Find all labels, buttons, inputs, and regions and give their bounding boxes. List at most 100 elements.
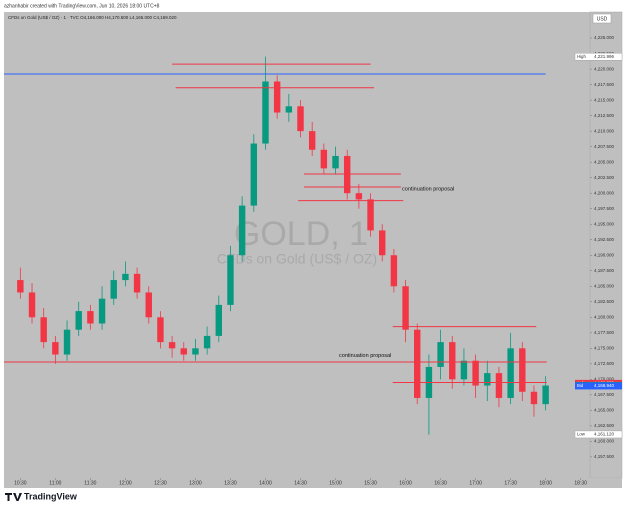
candle-body [87,311,94,324]
price-badge [575,382,622,390]
y-tick-label: 4,170.000 [594,377,615,382]
candle-body [250,143,258,206]
y-tick-label: 4,175.000 [594,346,615,351]
candle-body [133,273,141,293]
candle-body [262,81,269,144]
candle-body [63,329,71,355]
y-tick-label: 4,180.000 [594,314,615,319]
x-tick-label: 10:30 [14,480,27,486]
candle-body [98,298,106,324]
price-badge-name: High [577,54,586,59]
candle-body [437,342,444,367]
price-badge [574,430,623,439]
y-tick-label: 4,177.500 [594,330,615,335]
candle-body [343,155,351,194]
price-badge-label: 4,221.996 [594,54,615,59]
y-tick-label: 4,160.000 [594,439,615,444]
candle-body [40,317,47,343]
x-tick-label: 16:00 [399,480,412,486]
x-tick-label: 16:30 [434,480,447,486]
candle-body [297,106,304,132]
price-badge-label: 4,161.120 [594,432,615,437]
watermark-description: CFDs on Gold (US$ / OZ) [217,251,377,267]
currency: USD [597,16,608,22]
currency-box[interactable] [592,13,612,24]
y-tick-label: 4,207.500 [594,144,615,149]
plot: 4,225.0004,222.5004,220.0004,217.5004,21… [4,35,623,486]
time-axis [4,478,622,488]
chart-pane [4,12,590,478]
candle-body [390,255,398,287]
x-tick-label: 14:30 [294,480,307,486]
candle-body [192,348,199,355]
candle-body [145,292,152,318]
candle-body [227,255,234,305]
y-tick-label: 4,190.000 [594,252,615,257]
x-tick-label: 18:00 [539,480,552,486]
y-tick-label: 4,165.000 [594,408,615,413]
y-tick-label: 4,220.000 [594,66,615,71]
annotation: continuation proposal [402,186,454,192]
candle-body [495,373,503,398]
y-tick-label: 4,162.500 [594,423,615,428]
x-tick-label: 11:30 [84,480,96,486]
candle-body [180,348,187,355]
header: azhanhabir created with TradingView.com,… [4,3,160,9]
y-tick-label: 4,157.500 [594,454,615,459]
x-tick-label: 17:30 [504,480,517,486]
candle-body [402,286,409,330]
candle-body [507,348,514,398]
candle-body [367,199,374,231]
annotation: continuation proposal [339,353,391,359]
price-badge [574,53,623,61]
x-tick-label: 13:00 [189,480,202,486]
y-tick-label: 4,212.500 [594,113,615,118]
candle-body [17,280,24,293]
candle-body [472,360,479,386]
candle-body [122,273,129,281]
y-tick-label: 4,205.000 [594,159,615,164]
candle-body [203,335,211,349]
y-tick-label: 4,185.000 [594,283,615,288]
candle-body [238,205,246,256]
candle-body [530,391,538,405]
y-tick-label: 4,217.500 [594,82,615,87]
candle-body [355,193,363,200]
candle-body [273,81,281,113]
x-tick-label: 11:00 [49,480,61,486]
candle-body [308,131,316,150]
y-tick-label: 4,187.500 [594,268,615,273]
y-tick-label: 4,210.000 [594,128,615,133]
candle-body [414,329,421,398]
price-badge-name: Low [577,432,586,437]
candle-body [379,230,386,256]
candle-body [168,342,176,349]
legend: CFDs on Gold (US$ / OZ) · 1 · TVC O4,166… [8,15,177,20]
candle-body [157,317,164,343]
x-tick-label: 14:00 [259,480,272,486]
watermark-symbol: GOLD, 1 [234,215,368,253]
candle-body [449,342,456,380]
x-tick-label: 15:30 [364,480,377,486]
y-tick-label: 4,215.000 [594,97,615,102]
x-tick-label: 17:00 [469,480,482,486]
y-tick-label: 4,167.500 [594,392,615,397]
candle-body [320,149,328,169]
y-tick-label: 4,225.000 [594,35,615,40]
y-tick-label: 4,202.500 [594,175,615,180]
y-tick-label: 4,172.500 [594,361,615,366]
x-tick-label: 12:00 [119,480,132,486]
candle-body [75,311,82,330]
candle-body [285,106,293,113]
candle-body [52,342,59,355]
candle-body [542,385,549,405]
y-tick-label: 4,195.000 [594,221,615,226]
y-tick-label: 4,197.500 [594,206,615,211]
candle-body [460,360,468,380]
footer-brand: TradingView [24,491,78,501]
price-badge-label: 4,168.940 [594,383,615,388]
x-tick-label: 13:30 [224,480,237,486]
candle-body [110,280,117,299]
